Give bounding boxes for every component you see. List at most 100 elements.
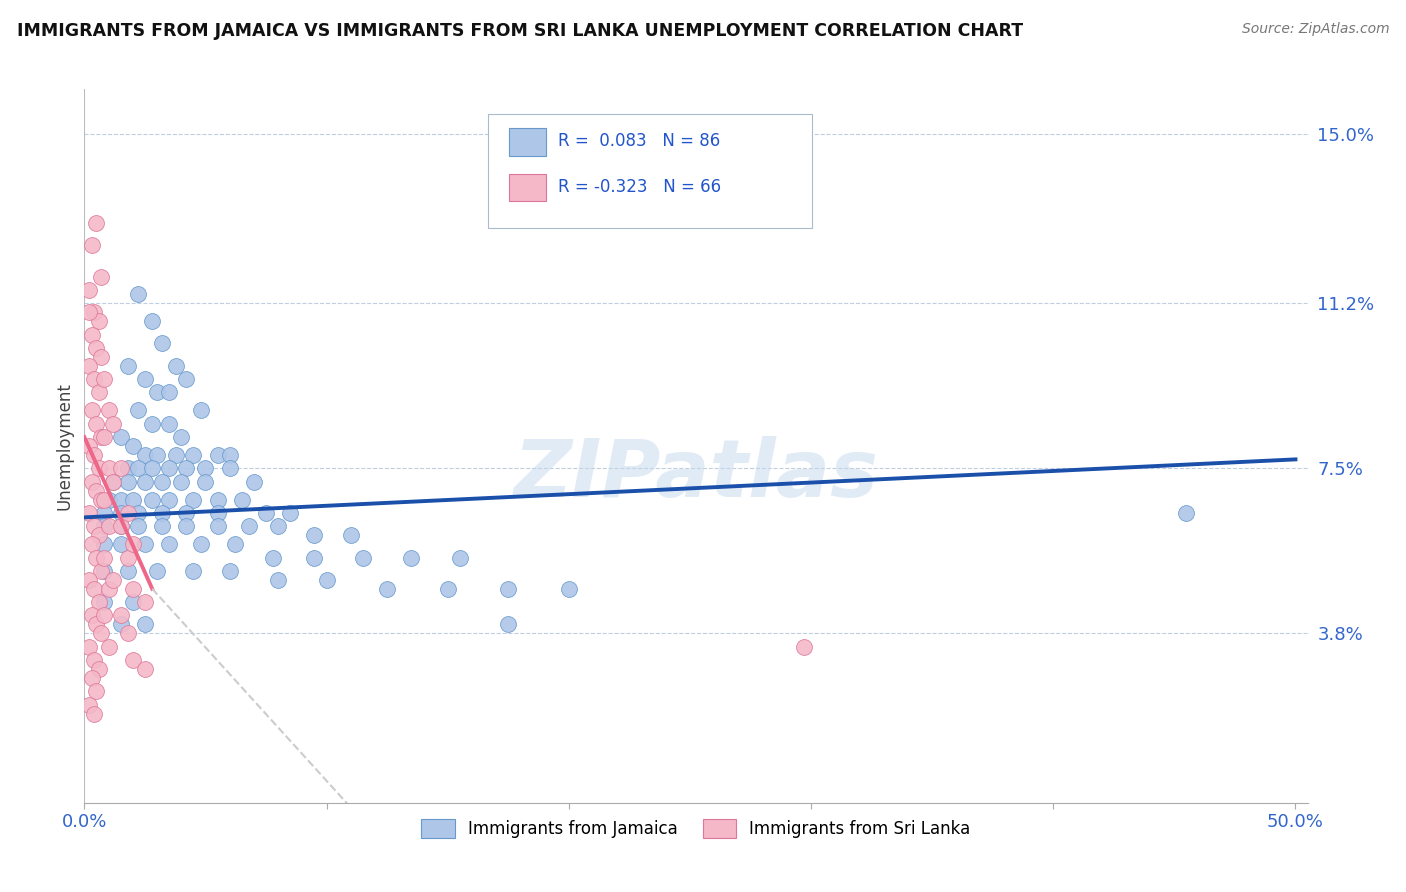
Point (86, 216, 108, 230)
Point (436, 582, 458, 596)
Point (157, 417, 180, 431)
Point (110, 617, 132, 632)
Point (190, 403, 212, 417)
Point (77, 640, 100, 654)
Point (80, 537, 103, 551)
Point (157, 461, 180, 475)
Point (315, 573, 337, 587)
Point (401, 550, 423, 565)
Point (134, 372, 156, 386)
Point (1175, 506, 1198, 520)
Point (278, 506, 301, 520)
FancyBboxPatch shape (509, 174, 546, 202)
Text: Source: ZipAtlas.com: Source: ZipAtlas.com (1241, 22, 1389, 37)
Point (165, 448, 187, 462)
Point (93, 372, 115, 386)
Point (93, 492, 115, 507)
Point (165, 359, 187, 373)
Point (80, 327, 103, 342)
Text: R = -0.323   N = 66: R = -0.323 N = 66 (558, 178, 721, 196)
Legend: Immigrants from Jamaica, Immigrants from Sri Lanka: Immigrants from Jamaica, Immigrants from… (415, 812, 977, 845)
Point (218, 461, 240, 475)
Point (83, 653, 105, 667)
Point (134, 617, 156, 632)
Point (127, 461, 149, 475)
Point (207, 492, 229, 507)
Point (86, 417, 108, 431)
Point (80, 238, 103, 252)
Point (86, 684, 108, 698)
Point (90, 350, 112, 364)
Point (110, 461, 132, 475)
Point (127, 506, 149, 520)
Point (117, 461, 139, 475)
FancyBboxPatch shape (509, 128, 546, 155)
Point (150, 475, 173, 489)
Point (93, 595, 115, 609)
Point (80, 608, 103, 623)
Point (141, 492, 163, 507)
Point (121, 537, 143, 551)
Point (103, 573, 125, 587)
Point (86, 617, 108, 632)
Point (238, 519, 260, 533)
Point (110, 537, 132, 551)
Point (254, 506, 277, 520)
Point (110, 608, 132, 623)
Point (90, 492, 112, 507)
Point (117, 359, 139, 373)
Point (110, 506, 132, 520)
Point (141, 461, 163, 475)
Point (77, 359, 100, 373)
Point (146, 564, 169, 578)
Point (117, 475, 139, 489)
Y-axis label: Unemployment: Unemployment (55, 382, 73, 510)
Point (218, 564, 240, 578)
Point (93, 564, 115, 578)
Point (134, 475, 156, 489)
Point (103, 417, 125, 431)
Point (121, 653, 143, 667)
Point (243, 475, 266, 489)
Point (183, 492, 205, 507)
Point (174, 461, 197, 475)
Point (267, 519, 290, 533)
Point (183, 448, 205, 462)
Point (90, 269, 112, 284)
Point (207, 448, 229, 462)
Point (87, 662, 110, 676)
Point (496, 582, 519, 596)
Point (157, 537, 180, 551)
Point (304, 528, 326, 542)
Point (90, 430, 112, 444)
Point (97, 640, 120, 654)
Point (134, 662, 156, 676)
Text: R =  0.083   N = 86: R = 0.083 N = 86 (558, 132, 720, 150)
Point (375, 582, 398, 596)
Point (77, 305, 100, 319)
Point (262, 550, 284, 565)
Point (93, 537, 115, 551)
Point (190, 537, 212, 551)
Point (194, 461, 217, 475)
Point (103, 475, 125, 489)
Point (97, 519, 120, 533)
Point (86, 341, 108, 355)
Point (77, 698, 100, 712)
Point (267, 573, 290, 587)
Point (157, 492, 180, 507)
Point (157, 385, 180, 400)
Point (93, 550, 115, 565)
Point (77, 506, 100, 520)
Point (110, 492, 132, 507)
Text: ZIPatlas: ZIPatlas (513, 435, 879, 514)
Point (110, 519, 132, 533)
Point (117, 506, 139, 520)
Point (117, 564, 139, 578)
Point (87, 595, 110, 609)
Point (121, 439, 143, 453)
Point (141, 417, 163, 431)
Point (496, 617, 519, 632)
Point (103, 475, 125, 489)
Point (83, 448, 105, 462)
